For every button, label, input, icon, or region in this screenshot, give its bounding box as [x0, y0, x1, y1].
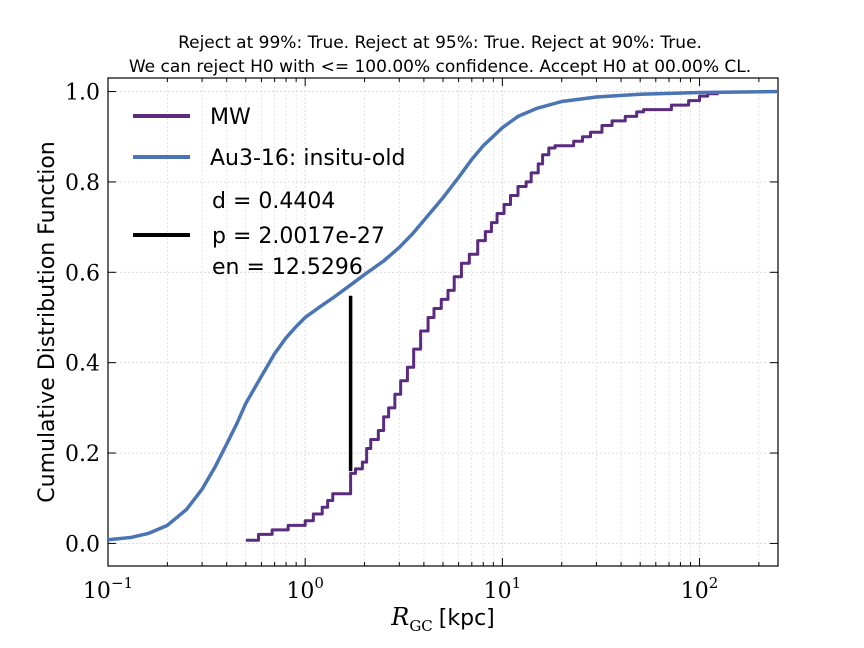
title-line-1: Reject at 99%: True. Reject at 95%: True…	[178, 33, 702, 53]
series-line-mw	[245, 92, 719, 542]
axis-ticks: 10−1 100 101 102 0.0 0.2 0.4 0.6 0.8 1.0	[65, 78, 778, 604]
y-tick-label: 0.4	[65, 352, 100, 377]
x-tick-label: 102	[681, 574, 719, 604]
x-axis-title: RGC [kpc]	[390, 603, 495, 635]
y-tick-label: 1.0	[65, 81, 100, 106]
legend-label-mw: MW	[210, 105, 251, 130]
x-tick-label: 101	[484, 574, 522, 604]
legend-stat-d: d = 0.4404	[212, 189, 335, 214]
y-tick-label: 0.8	[65, 171, 100, 196]
title-line-2: We can reject H0 with <= 100.00% confide…	[129, 57, 751, 77]
y-tick-label: 0.2	[65, 442, 100, 467]
legend-stat-en: en = 12.5296	[212, 255, 363, 280]
legend-stat-p: p = 2.0017e-27	[212, 224, 385, 249]
y-tick-label: 0.0	[65, 532, 100, 557]
x-axis-symbol: R	[390, 603, 409, 631]
y-axis-title: Cumulative Distribution Function	[35, 141, 60, 502]
grid-lines	[107, 78, 778, 566]
x-tick-label: 10−1	[83, 574, 133, 604]
y-axis-label: Cumulative Distribution Function	[35, 141, 60, 502]
x-tick-label: 100	[286, 574, 324, 604]
y-tick-label: 0.6	[65, 261, 100, 286]
legend: MW Au3-16: insitu-old d = 0.4404 p = 2.0…	[133, 105, 405, 280]
series-line-au3-16-insitu-old	[107, 89, 779, 542]
series-lines	[107, 89, 779, 542]
chart-title: Reject at 99%: True. Reject at 95%: True…	[129, 33, 751, 77]
x-axis-subscript: GC	[409, 617, 432, 635]
legend-label-au3-16: Au3-16: insitu-old	[210, 146, 405, 171]
x-axis-unit: [kpc]	[439, 606, 495, 631]
x-axis-label: RGC [kpc]	[390, 603, 495, 635]
